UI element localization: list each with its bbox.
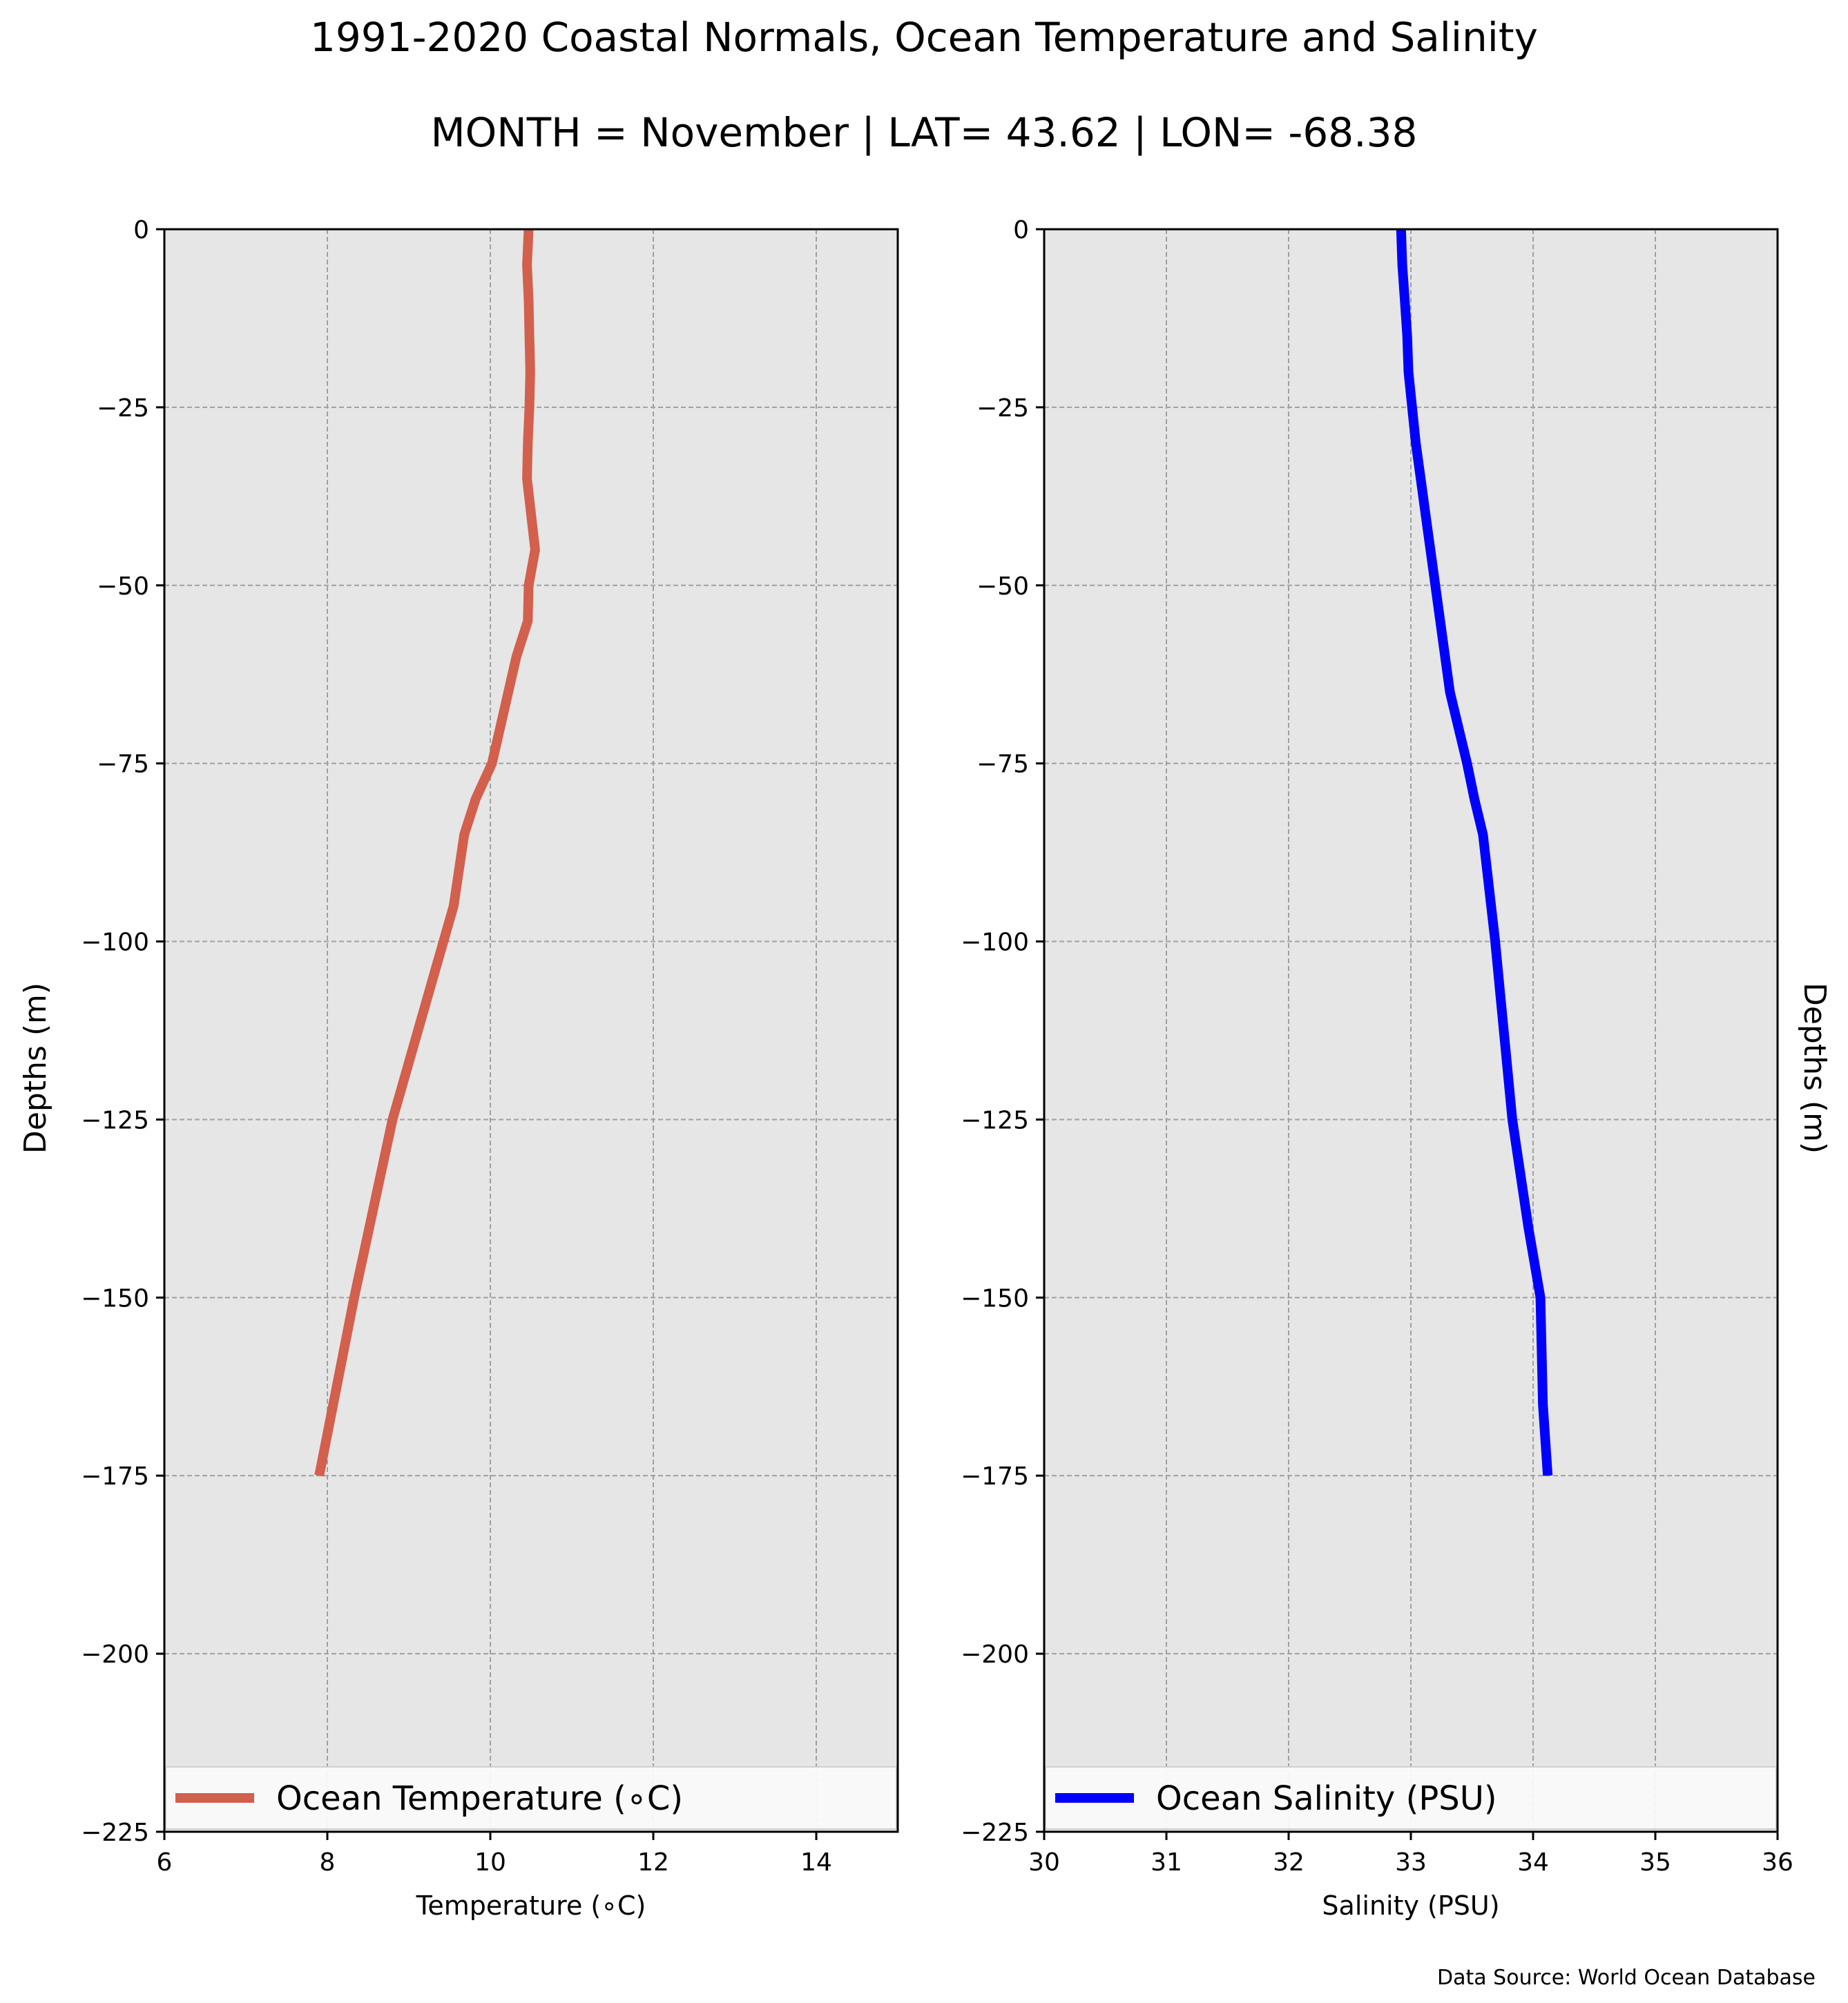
y-tick-label: 0: [133, 216, 149, 244]
x-tick-label: 6: [157, 1848, 173, 1877]
legend-label: Ocean Temperature (∘C): [276, 1779, 683, 1818]
x-tick-label: 32: [1273, 1848, 1305, 1877]
temperature-panel: Ocean Temperature (∘C) 6 8 10 12 14 0 −25 −50 −75…: [81, 216, 899, 1921]
x-tick-label: 12: [637, 1848, 669, 1877]
y-tick-label: −200: [81, 1641, 149, 1669]
x-tick-label: 35: [1639, 1848, 1671, 1877]
right-y-axis-label: Depths (m): [1797, 983, 1832, 1154]
y-tick-label: −100: [961, 929, 1029, 957]
series-line: [1396, 229, 1553, 1476]
y-tick-label: −50: [97, 572, 149, 601]
x-tick-label: 36: [1762, 1848, 1793, 1877]
x-tick-label: 31: [1151, 1848, 1182, 1877]
chart-title: 1991-2020 Coastal Normals, Ocean Tempera…: [310, 14, 1538, 61]
y-tick-label: −150: [961, 1284, 1029, 1313]
data-source-note: Data Source: World Ocean Database: [1437, 1966, 1816, 1990]
y-tick-label: −25: [976, 394, 1029, 423]
legend-label: Ocean Salinity (PSU): [1156, 1779, 1497, 1818]
y-tick-label: −200: [961, 1641, 1029, 1669]
y-tick-label: −75: [976, 751, 1029, 779]
y-tick-label: −125: [961, 1106, 1029, 1134]
y-tick-label: −150: [81, 1284, 149, 1313]
x-tick-label: 30: [1028, 1848, 1060, 1877]
chart-subtitle: MONTH = November | LAT= 43.62 | LON= -68…: [431, 109, 1418, 156]
y-tick-label: 0: [1013, 216, 1029, 244]
left-y-axis-label: Depths (m): [18, 983, 53, 1154]
series-line: [314, 229, 540, 1477]
x-tick-label: 34: [1517, 1848, 1549, 1877]
x-tick-label: 33: [1395, 1848, 1427, 1877]
x-tick-label: 14: [800, 1848, 832, 1877]
x-axis-label: Temperature (∘C): [416, 1890, 646, 1921]
legend-box: [1045, 1766, 1777, 1830]
x-tick-label: 8: [320, 1848, 336, 1877]
axes-frame: [163, 228, 899, 1833]
y-tick-label: −125: [81, 1106, 149, 1134]
y-tick-label: −25: [97, 394, 149, 423]
y-tick-label: −225: [961, 1819, 1029, 1847]
y-tick-label: −175: [961, 1462, 1029, 1491]
legend-box: [165, 1766, 897, 1830]
y-tick-label: −175: [81, 1462, 149, 1491]
x-axis-label: Salinity (PSU): [1322, 1890, 1499, 1921]
y-tick-label: −225: [81, 1819, 149, 1847]
x-tick-label: 10: [474, 1848, 506, 1877]
y-tick-label: −100: [81, 929, 149, 957]
y-tick-label: −75: [97, 751, 149, 779]
y-tick-label: −50: [976, 572, 1029, 601]
salinity-panel: Ocean Salinity (PSU) 30 31 32 33 34 35 36 0 −25 −5…: [961, 216, 1793, 1921]
